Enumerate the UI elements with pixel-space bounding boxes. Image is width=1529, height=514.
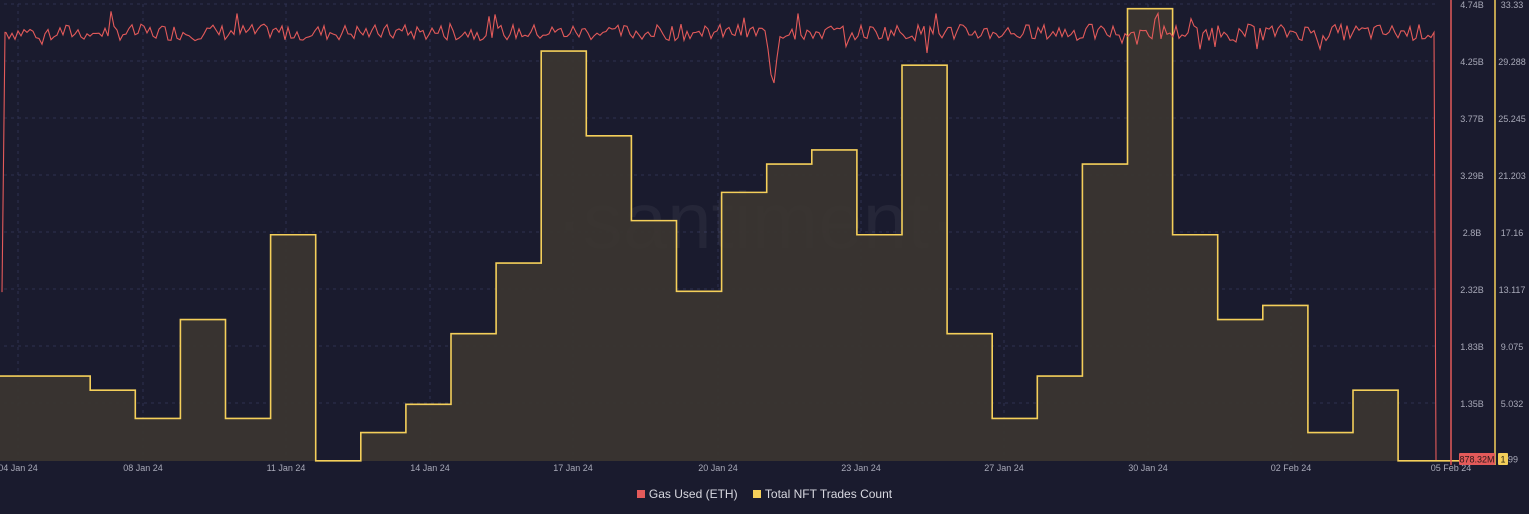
y-right-tick-label: 5.032 <box>1501 399 1524 409</box>
nft-step-line <box>0 7 1489 462</box>
y-left-tick-label: 2.8B <box>1463 228 1482 238</box>
x-tick-label: 11 Jan 24 <box>267 463 306 473</box>
nft-last-value-label: 1 <box>1500 455 1505 465</box>
y-left-tick-label: 1.83B <box>1460 342 1484 352</box>
x-tick-label: 30 Jan 24 <box>1128 463 1168 473</box>
gas-swatch-icon <box>636 490 645 498</box>
x-tick-label: 02 Feb 24 <box>1271 463 1312 473</box>
x-tick-label: 08 Jan 24 <box>123 463 163 473</box>
x-tick-label: 14 Jan 24 <box>410 463 450 473</box>
y-left-tick-label: 1.35B <box>1460 399 1484 409</box>
y-left-tick-label: 4.25B <box>1460 57 1484 67</box>
legend: Gas Used (ETH) Total NFT Trades Count <box>0 487 1529 501</box>
y-right-tick-label: 17.16 <box>1501 228 1524 238</box>
x-tick-label: 27 Jan 24 <box>984 463 1024 473</box>
legend-gas-label: Gas Used (ETH) <box>648 487 738 501</box>
axes-layer <box>1450 0 1496 465</box>
legend-item-nft[interactable]: Total NFT Trades Count <box>752 487 893 501</box>
right-axis-extra-label: 99 <box>1508 455 1518 465</box>
x-tick-label: 05 Feb 24 <box>1431 463 1472 473</box>
y-right-tick-label: 13.117 <box>1499 285 1526 295</box>
gas-series-layer <box>1 11 1437 461</box>
gas-line <box>1 11 1437 461</box>
y-right-tick-label: 33.33 <box>1501 0 1524 10</box>
y-left-tick-label: 3.77B <box>1460 114 1484 124</box>
legend-nft-label: Total NFT Trades Count <box>764 487 893 501</box>
y-left-tick-label: 4.74B <box>1460 0 1484 10</box>
x-tick-label: 04 Jan 24 <box>0 463 38 473</box>
y-right-tick-label: 25.245 <box>1498 114 1526 124</box>
y-right-tick-label: 21.203 <box>1498 171 1526 181</box>
nft-area <box>0 8 1489 461</box>
y-right-tick-label: 9.075 <box>1501 342 1524 352</box>
x-tick-label: 23 Jan 24 <box>841 463 881 473</box>
nft-last-value-badge <box>1498 453 1508 465</box>
y-right-tick-label: 29.288 <box>1498 57 1526 67</box>
x-axis-ticks: 04 Jan 24 08 Jan 24 11 Jan 24 14 Jan 24 17 J… <box>0 463 1471 473</box>
y-left-tick-label: 3.29B <box>1460 171 1484 181</box>
nft-series-layer <box>0 7 1489 462</box>
y-left-tick-label: 2.32B <box>1460 285 1484 295</box>
gas-last-value-label: 878.32M <box>1459 455 1494 465</box>
y-axis-ticks: 4.74B 4.25B 3.77B 3.29B 2.8B 2.32B 1.83B 1.35B 3… <box>1459 0 1526 465</box>
gas-last-value-badge <box>1459 453 1495 465</box>
legend-item-gas[interactable]: Gas Used (ETH) <box>636 487 738 501</box>
x-tick-label: 20 Jan 24 <box>698 463 738 473</box>
x-tick-label: 17 Jan 24 <box>553 463 593 473</box>
nft-swatch-icon <box>752 490 761 498</box>
